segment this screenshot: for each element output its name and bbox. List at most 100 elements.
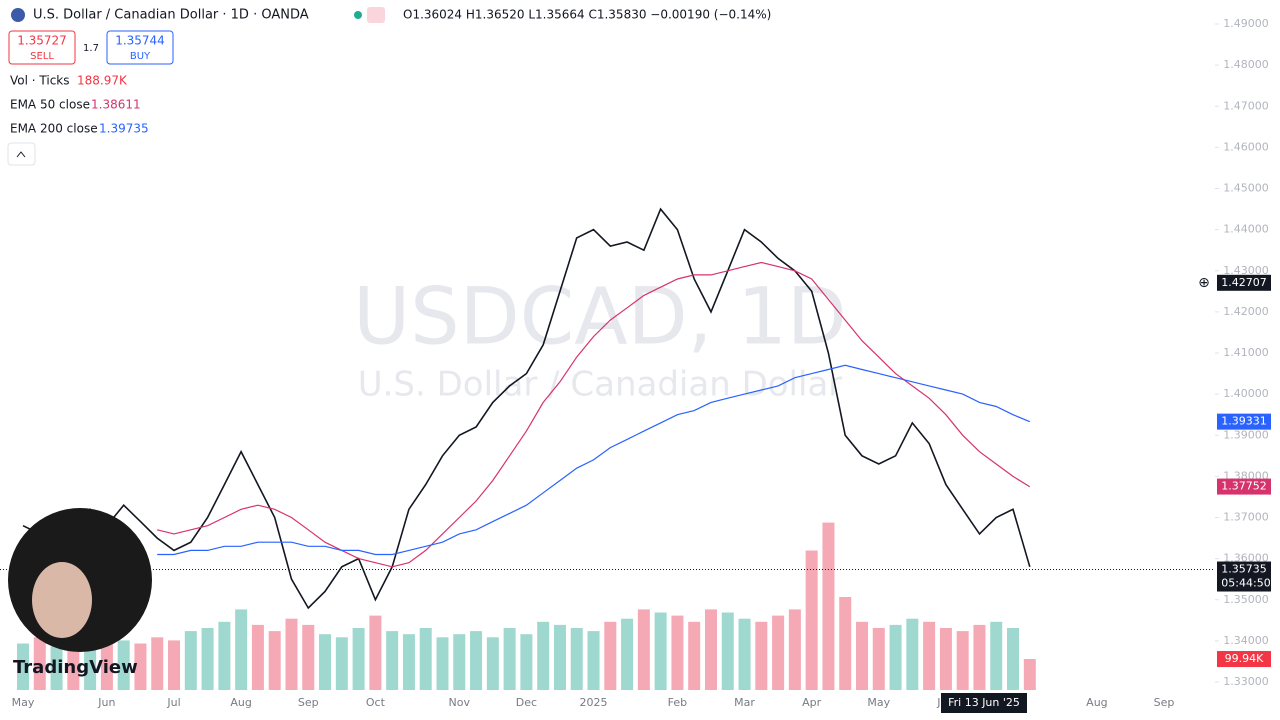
volume-bar	[33, 637, 46, 690]
volume-bar	[251, 624, 264, 690]
volume-bar	[906, 618, 919, 690]
volume-bar	[151, 637, 164, 690]
volume-bar	[704, 609, 717, 690]
volume-bar	[889, 624, 902, 690]
volume-bar	[520, 634, 533, 690]
y-tick-label: 1.46000	[1223, 140, 1269, 153]
volume-bar	[235, 609, 248, 690]
volume-bar	[436, 637, 449, 690]
legend-value: 1.38611	[91, 98, 141, 112]
volume-bar	[537, 621, 550, 690]
price-line	[157, 364, 1031, 556]
volume-bar	[201, 628, 214, 690]
volume-bar	[822, 522, 835, 690]
volume-bar	[621, 618, 634, 690]
x-tick-label: Jun	[97, 696, 115, 709]
watermark: USDCAD, 1D	[353, 272, 847, 362]
volume-bar	[402, 634, 415, 690]
sell-button[interactable]	[8, 30, 76, 65]
x-tick-label: Feb	[668, 696, 687, 709]
volume-badge-label: 99.94K	[1225, 652, 1264, 665]
y-tick-label: 1.48000	[1223, 58, 1269, 71]
volume-badge	[1217, 651, 1271, 668]
volume-bar	[319, 634, 332, 690]
price-badge-label: 1.35735	[1221, 563, 1267, 576]
y-tick-label: 1.40000	[1223, 387, 1269, 400]
volume-bar	[570, 628, 583, 690]
volume-bar	[553, 624, 566, 690]
legend-name: EMA 200 close	[10, 122, 98, 136]
symbol-icon	[11, 8, 25, 22]
title: U.S. Dollar / Canadian Dollar · 1D · OAN…	[33, 8, 309, 23]
legend-name: Vol · Ticks	[10, 74, 70, 88]
price-badge	[1217, 561, 1271, 592]
collapse-icon	[16, 151, 26, 158]
volume-bar	[17, 643, 29, 690]
volume-bar	[973, 624, 986, 690]
volume-bar	[486, 637, 499, 690]
x-tick-label: May	[867, 696, 890, 709]
countdown: 05:44:50	[1221, 577, 1270, 590]
y-tick-label: 1.44000	[1223, 223, 1269, 236]
buy-price: 1.35744	[115, 34, 165, 48]
x-tick-label: Aug	[1086, 696, 1107, 709]
y-tick-label: 1.42000	[1223, 305, 1269, 318]
spread: 1.7	[83, 43, 99, 54]
plot: 1.330001.340001.350001.360001.370001.380…	[0, 17, 1269, 709]
x-tick-label: Sep	[298, 696, 319, 709]
x-tick-label: 2025	[580, 696, 608, 709]
volume-bar	[168, 640, 181, 690]
volume-bar	[470, 631, 483, 690]
buy-label: BUY	[130, 51, 151, 62]
volume-bar	[872, 628, 885, 690]
legend-value: 188.97K	[77, 74, 128, 88]
x-tick-label: Aug	[230, 696, 251, 709]
y-tick-label: 1.33000	[1223, 675, 1269, 688]
volume-bar	[805, 550, 818, 690]
volume-bar	[671, 615, 684, 690]
price-line	[22, 207, 1031, 610]
volume-bar	[453, 634, 466, 690]
volume-bar	[1023, 659, 1036, 690]
volume-bar	[335, 637, 348, 690]
volume-bar	[939, 628, 952, 690]
y-tick-label: 1.43000	[1223, 264, 1269, 277]
volume-bar	[738, 618, 751, 690]
x-tick-label: Oct	[366, 696, 386, 709]
x-tick-label: Jul	[166, 696, 180, 709]
y-tick-label: 1.39000	[1223, 428, 1269, 441]
volume-bar	[1007, 628, 1020, 690]
x-tick-label: Dec	[516, 696, 537, 709]
price-line	[157, 261, 1031, 568]
y-tick-label: 1.35000	[1223, 593, 1269, 606]
volume-bar	[302, 624, 315, 690]
volume-bar	[721, 612, 734, 690]
volume-bar	[587, 631, 600, 690]
collapse-button[interactable]	[7, 142, 36, 166]
price-badge	[1217, 274, 1271, 291]
volume-bar	[100, 634, 113, 690]
x-tick-label: May	[12, 696, 35, 709]
price-badge-label: 1.39331	[1221, 415, 1267, 428]
volume-bar	[285, 618, 298, 690]
crosshair-date-box	[941, 693, 1027, 713]
price-badge-label: 1.37752	[1221, 480, 1267, 493]
volume-bar	[67, 640, 80, 690]
buy-button[interactable]	[106, 30, 174, 65]
volume-bar	[134, 643, 147, 690]
volume-bar	[923, 621, 936, 690]
volume-bar	[788, 609, 801, 690]
y-tick-label: 1.47000	[1223, 99, 1269, 112]
x-tick-label: Sep	[1154, 696, 1175, 709]
y-tick-label: 1.37000	[1223, 511, 1269, 524]
sell-label: SELL	[30, 51, 54, 62]
volume-bar	[84, 643, 97, 690]
webcam-face	[32, 562, 92, 638]
y-tick-label: 1.36000	[1223, 552, 1269, 565]
volume-bar	[369, 615, 382, 690]
sell-price: 1.35727	[17, 34, 67, 48]
volume-bar	[688, 621, 701, 690]
